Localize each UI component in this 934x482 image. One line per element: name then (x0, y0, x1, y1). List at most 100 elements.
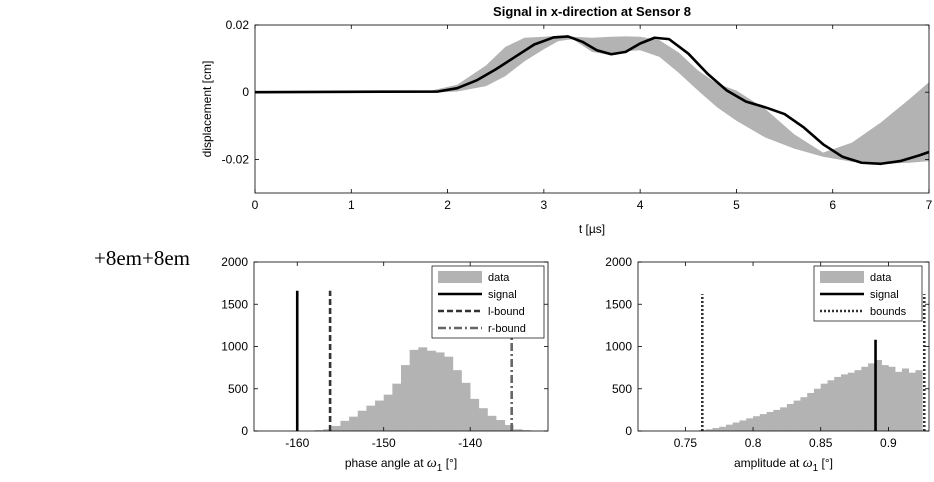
amplitude-hist-data-bar (901, 368, 909, 431)
amplitude-hist-axes-box (637, 261, 930, 432)
phase-hist-legend-label: r-bound (488, 323, 526, 335)
amplitude-hist-data-bar (834, 376, 842, 431)
phase-hist-legend-label: data (488, 272, 510, 284)
amplitude-hist-y-tick-label: 1000 (605, 340, 632, 354)
signal-line (255, 35, 929, 166)
amplitude-hist-data-bar (861, 366, 869, 431)
phase-hist-data-bar (452, 370, 462, 431)
top-plot-xlabel: t [µs] (579, 222, 605, 236)
amplitude-hist-data-bar (732, 422, 740, 431)
amplitude-hist-data-bar (766, 411, 774, 431)
phase-hist-data-bar (513, 429, 523, 431)
amplitude-hist-data-bar (915, 370, 923, 431)
phase-hist-data-bar (409, 349, 419, 431)
amplitude-hist-data-bar (854, 370, 862, 431)
phase-hist-y-tick-label: 1500 (221, 297, 248, 311)
amplitude-hist-y-tick-label: 1500 (605, 297, 632, 311)
amplitude-hist-data-bar (874, 360, 882, 431)
phase-hist-data-bar (392, 383, 402, 431)
phase-hist-data-bar (357, 410, 367, 431)
phase-hist-data-bar (496, 420, 506, 431)
phase-hist-x-tick-label: -150 (372, 436, 396, 450)
top-axes-box (254, 24, 930, 194)
amplitude-hist-legend-label: data (870, 272, 892, 284)
amplitude-hist-plot: 0.75 0.8 0.85 0.9 0 500 1000 1500 2000 amplitude … (605, 255, 930, 474)
top-plot: 0 1 2 3 4 5 6 7 -0.02 0 0.02 Signal in x-direction … (200, 4, 933, 236)
amplitude-hist-data-bar (759, 414, 767, 431)
amplitude-hist-data-bar (908, 372, 916, 431)
amplitude-hist-x-tick-label: 0.9 (880, 436, 897, 450)
amplitude-hist-data-bar (780, 407, 788, 431)
top-plot-title: Signal in x-direction at Sensor 8 (493, 4, 691, 19)
top-plot-ylabel: displacement [cm] (200, 61, 214, 158)
phase-hist-data-bar (487, 415, 497, 431)
phase-hist-x-tick-label: -140 (458, 436, 482, 450)
data-band (255, 35, 929, 164)
phase-hist-legend-label: signal (488, 289, 517, 301)
amplitude-hist-x-tick-label: 0.8 (745, 436, 762, 450)
top-y-tick-label: 0.02 (226, 18, 250, 32)
phase-hist-data-bar (340, 420, 350, 431)
amplitude-hist-data-bar (807, 392, 815, 431)
amplitude-hist-y-tick-label: 500 (612, 382, 632, 396)
amplitude-hist-data-bar (725, 424, 734, 431)
phase-hist-data-bar (461, 382, 471, 431)
phase-hist-data-bar (426, 350, 436, 431)
phase-hist-plot: -160 -150 -140 0 500 1000 1500 2000 phase angle … (221, 255, 549, 474)
top-plot-area (255, 35, 929, 166)
amplitude-hist-xlabel: amplitude at ω1 [°] (734, 456, 833, 474)
amplitude-hist-area (698, 294, 926, 431)
phase-hist-area (295, 290, 532, 431)
phase-hist-legend: data signal l-bound r-bound (431, 265, 545, 339)
phase-hist-data-bar (470, 398, 480, 431)
amplitude-hist-data-bar (800, 397, 808, 431)
amplitude-hist-data-bar (786, 403, 794, 431)
top-x-tick-label: 0 (252, 198, 259, 212)
top-x-tick-label: 5 (733, 198, 740, 212)
top-x-tick-label: 2 (444, 198, 451, 212)
phase-hist-legend-swatch (438, 271, 482, 283)
amplitude-hist-data-bar (793, 400, 801, 431)
amplitude-hist-data-bar (746, 418, 754, 431)
amplitude-hist-data-bar (827, 380, 835, 431)
phase-hist-data-bar (375, 400, 385, 431)
amplitude-hist-y-tick-label: 2000 (605, 255, 632, 269)
amplitude-hist-data-bar (881, 365, 889, 431)
amplitude-hist-data-bar (847, 372, 855, 431)
top-y-tick-label: -0.02 (222, 152, 250, 166)
amplitude-hist-data-bar (705, 429, 713, 431)
phase-hist-data-bar (435, 352, 445, 431)
top-x-tick-label: 1 (348, 198, 355, 212)
amplitude-hist-data-bar (888, 366, 896, 431)
top-x-tick-label: 3 (541, 198, 548, 212)
phase-hist-y-tick-label: 2000 (221, 255, 248, 269)
amplitude-hist-data-bar (719, 426, 727, 431)
phase-hist-data-bar (383, 394, 393, 431)
phase-hist-data-bar (504, 425, 514, 431)
phase-hist-data-bar (401, 365, 410, 431)
amplitude-hist-data-bar (813, 388, 822, 431)
phase-hist-data-bar (444, 356, 454, 431)
amplitude-hist-data-bar (841, 374, 849, 431)
amplitude-hist-y-tick-label: 0 (625, 424, 632, 438)
amplitude-hist-data-bar (895, 371, 903, 431)
amplitude-hist-x-tick-label: 0.75 (674, 436, 698, 450)
phase-hist-data-bar (418, 347, 428, 431)
phase-hist-y-tick-label: 500 (228, 382, 248, 396)
amplitude-hist-legend-label: signal (870, 289, 899, 301)
phase-hist-data-bar (478, 408, 488, 431)
phase-hist-data-bar (349, 416, 359, 431)
phase-hist-y-tick-label: 0 (241, 424, 248, 438)
amplitude-hist-data-bar (773, 409, 781, 431)
amplitude-hist-x-tick-label: 0.85 (809, 436, 833, 450)
phase-hist-xlabel: phase angle at ω1 [°] (345, 456, 457, 474)
amplitude-hist-legend-swatch (820, 271, 864, 283)
top-x-tick-label: 6 (829, 198, 836, 212)
phase-hist-data-bar (366, 405, 376, 431)
amplitude-hist-legend-label: bounds (870, 306, 907, 318)
phase-hist-axes-box (253, 261, 549, 432)
phase-hist-y-tick-label: 1000 (221, 340, 248, 354)
top-y-tick-label: 0 (242, 85, 249, 99)
amplitude-hist-data-bar (712, 428, 720, 431)
